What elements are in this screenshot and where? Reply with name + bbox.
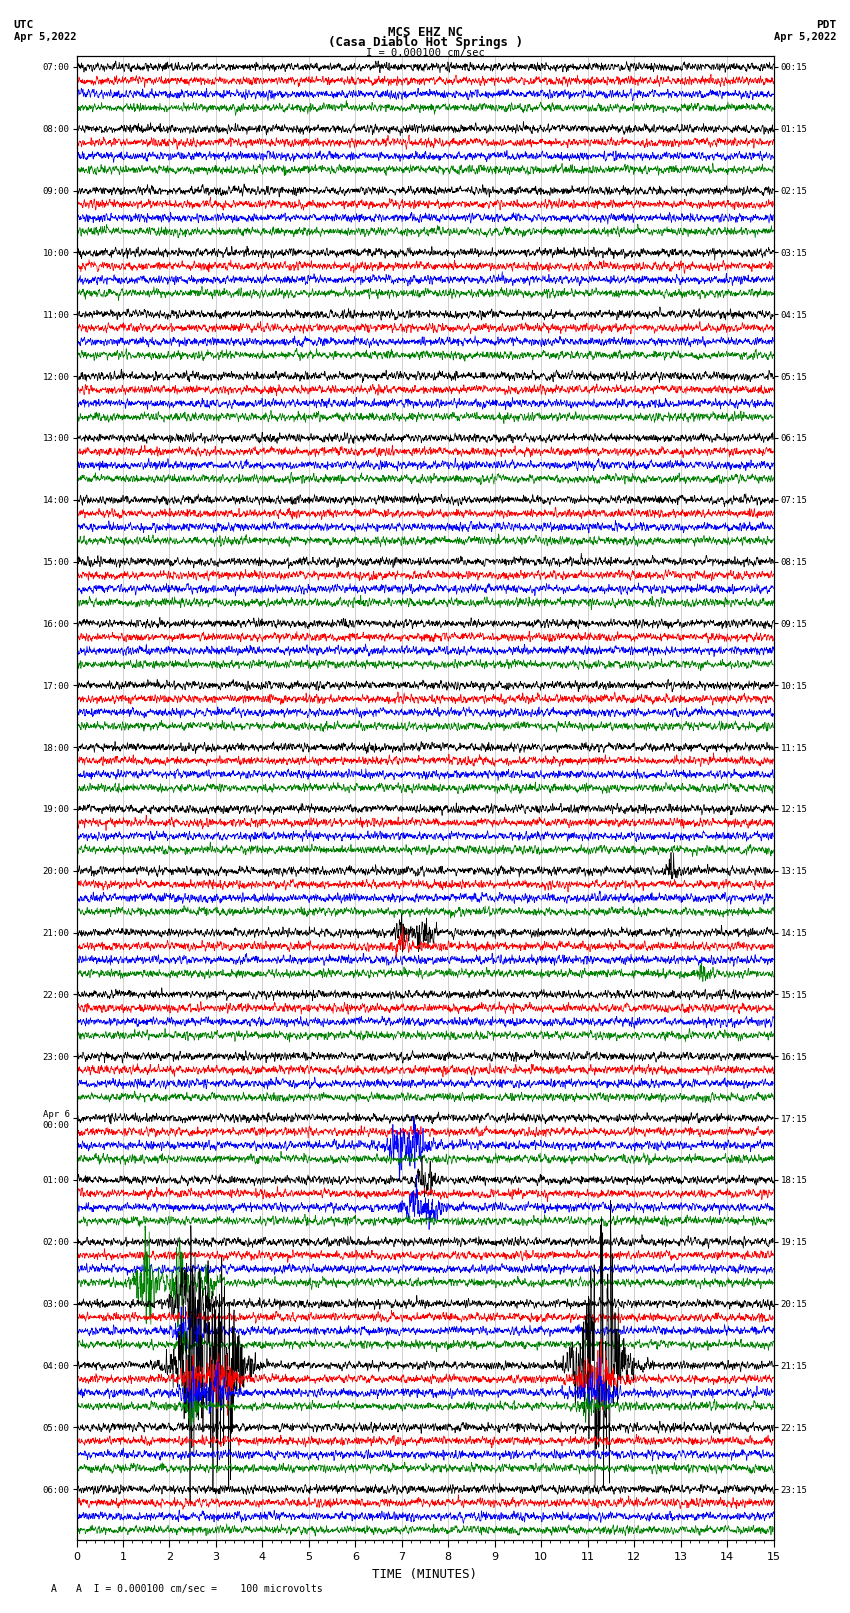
Text: I = 0.000100 cm/sec: I = 0.000100 cm/sec <box>366 48 484 58</box>
Text: MCS EHZ NC: MCS EHZ NC <box>388 26 462 39</box>
Text: Apr 5,2022: Apr 5,2022 <box>14 32 76 42</box>
Text: Apr 5,2022: Apr 5,2022 <box>774 32 836 42</box>
Text: A: A <box>51 1584 57 1594</box>
Text: UTC: UTC <box>14 19 34 29</box>
Text: (Casa Diablo Hot Springs ): (Casa Diablo Hot Springs ) <box>327 35 523 48</box>
Text: PDT: PDT <box>816 19 836 29</box>
Text: A  I = 0.000100 cm/sec =    100 microvolts: A I = 0.000100 cm/sec = 100 microvolts <box>76 1584 323 1594</box>
X-axis label: TIME (MINUTES): TIME (MINUTES) <box>372 1568 478 1581</box>
